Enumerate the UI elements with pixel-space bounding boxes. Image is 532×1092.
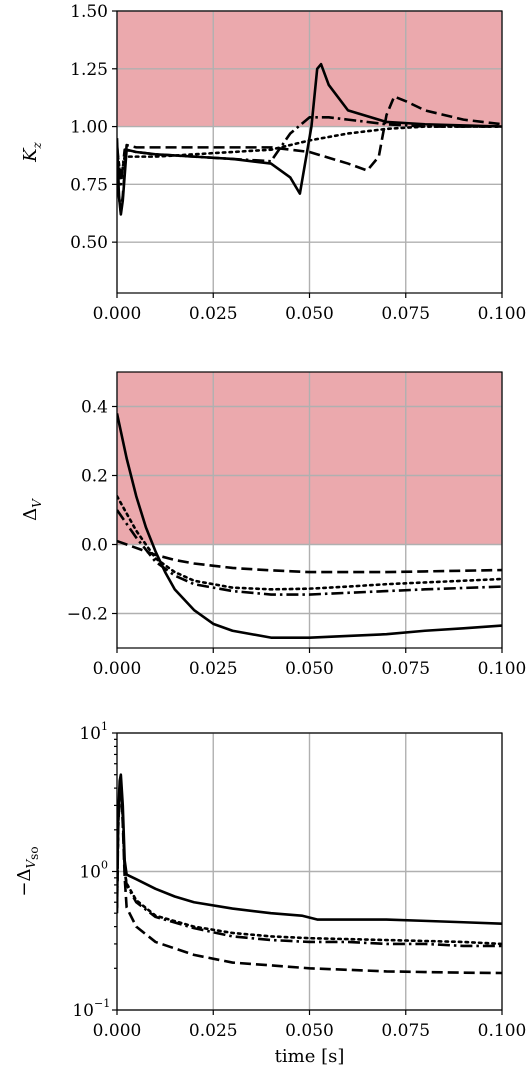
x-tick-label: 0.000 [93,1021,142,1041]
y-tick-exponent: 0 [101,859,108,872]
y-axis-label: Kz [20,141,44,162]
x-tick-label: 0.050 [285,659,334,679]
x-axis-label: time [s] [275,1046,345,1067]
x-tick-label: 0.100 [478,1021,527,1041]
y-tick-label: 0.50 [70,233,108,253]
y-tick-label: −0.2 [67,605,108,625]
delta-v-panel: 0.000 0.025 0.050 0.075 0.100 −0.2 0.0 0.2 0.4 ΔV [20,372,526,679]
y-axis-label: −ΔVso [14,846,41,896]
y-axis-label: ΔV [20,498,44,521]
y-tick-exponent: −1 [94,997,110,1010]
y-tick-label: 0.0 [81,536,108,556]
x-tick-label: 0.100 [478,659,527,679]
kz-panel: 0.000 0.025 0.050 0.075 0.100 0.50 0.75 1.00 1.2… [20,2,526,324]
x-tick-label: 0.000 [93,659,142,679]
y-tick-label: 1.50 [70,2,108,22]
x-tick-label: 0.025 [189,1021,238,1041]
x-tick-label: 0.025 [189,304,238,324]
y-tick-label: 0.4 [81,398,108,418]
x-tick-label: 0.100 [478,304,527,324]
x-tick-label: 0.050 [285,1021,334,1041]
x-tick-label: 0.000 [93,304,142,324]
x-tick-label: 0.075 [381,304,430,324]
x-tick-label: 0.050 [285,304,334,324]
x-tick-label: 0.075 [381,659,430,679]
y-tick-label: 0.75 [70,175,108,195]
y-tick-label: 10 [79,724,101,744]
x-tick-label: 0.025 [189,659,238,679]
y-tick-label: 1.00 [70,118,108,138]
y-tick-label: 10 [79,863,101,883]
y-tick-label: 10 [72,1001,94,1021]
x-tick-label: 0.075 [381,1021,430,1041]
y-tick-label: 0.2 [81,467,108,487]
y-tick-exponent: 1 [101,720,108,733]
y-tick-label: 1.25 [70,60,108,80]
